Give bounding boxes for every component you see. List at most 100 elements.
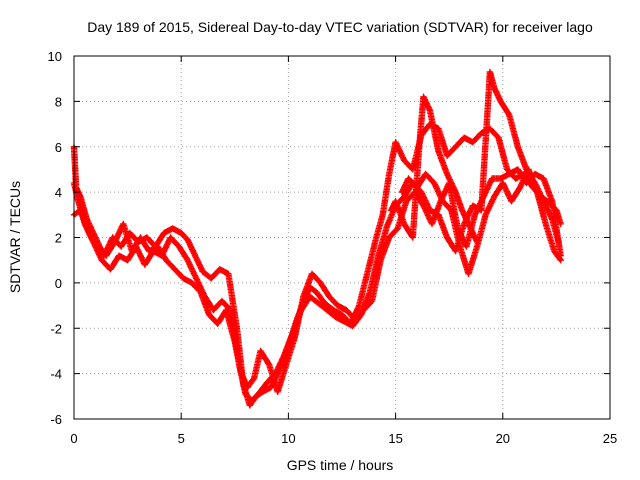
- data-point: [533, 172, 537, 176]
- data-point: [256, 392, 260, 396]
- data-point: [430, 222, 434, 226]
- data-point: [454, 190, 458, 194]
- data-point: [387, 236, 391, 239]
- data-point: [374, 236, 378, 239]
- data-point: [244, 392, 247, 396]
- data-point: [353, 317, 357, 321]
- data-point: [252, 376, 256, 380]
- data-point: [411, 168, 415, 171]
- series-track-4: [388, 93, 481, 246]
- data-point: [169, 236, 172, 239]
- data-point: [145, 236, 149, 239]
- data-point: [379, 258, 382, 262]
- data-point: [194, 276, 198, 280]
- y-tick-label: -6: [50, 412, 62, 427]
- data-point: [284, 363, 288, 366]
- data-point: [460, 208, 464, 212]
- data-point: [121, 222, 125, 226]
- data-point: [220, 299, 224, 303]
- data-point: [199, 290, 202, 294]
- data-point: [192, 251, 196, 255]
- data-point: [317, 301, 320, 305]
- data-point: [265, 381, 269, 385]
- data-point: [514, 177, 518, 180]
- data-point: [327, 295, 331, 298]
- x-tick-label: 0: [70, 431, 77, 446]
- data-point: [362, 308, 365, 312]
- data-point: [449, 208, 453, 212]
- data-point: [462, 222, 466, 226]
- data-point: [207, 313, 211, 317]
- data-point: [437, 149, 440, 153]
- data-point: [314, 290, 318, 294]
- data-point: [407, 177, 410, 180]
- data-point: [507, 113, 511, 117]
- data-point: [128, 231, 132, 235]
- data-point: [293, 335, 297, 339]
- data-point: [209, 276, 213, 280]
- data-point: [396, 227, 400, 230]
- data-point: [404, 199, 408, 203]
- data-point: [467, 272, 470, 276]
- x-tick-label: 20: [496, 431, 510, 446]
- data-point: [211, 308, 215, 312]
- data-point: [482, 195, 485, 199]
- data-point: [276, 390, 280, 394]
- data-point: [402, 195, 406, 199]
- data-point: [381, 213, 385, 217]
- data-point: [370, 299, 374, 303]
- axis-ticks: 0 5 10 15 20 25 -6 -4 -2 0 2 4 6 8 10: [48, 49, 618, 446]
- data-point: [499, 99, 503, 103]
- data-point: [552, 249, 556, 253]
- data-point: [389, 208, 393, 212]
- data-point: [181, 276, 185, 280]
- data-point: [394, 140, 397, 144]
- data-point: [190, 281, 194, 285]
- data-point: [79, 208, 82, 212]
- data-point: [544, 222, 548, 226]
- data-point: [224, 308, 228, 312]
- data-point: [229, 308, 232, 312]
- data-point: [259, 349, 262, 353]
- data-point: [351, 324, 355, 328]
- data-point: [516, 168, 520, 171]
- data-point: [467, 222, 470, 226]
- data-point: [527, 168, 530, 171]
- data-point: [162, 231, 166, 235]
- data-point: [233, 340, 237, 344]
- data-point: [441, 199, 445, 203]
- data-point: [516, 145, 520, 149]
- data-point: [218, 267, 222, 271]
- data-point: [454, 249, 458, 253]
- data-point: [248, 403, 252, 407]
- data-point: [507, 172, 511, 176]
- data-point: [340, 313, 344, 317]
- data-point: [402, 222, 406, 226]
- grid-lines: [74, 56, 610, 419]
- data-point: [458, 245, 462, 248]
- data-point: [479, 131, 483, 135]
- data-point: [368, 290, 372, 294]
- data-point: [269, 385, 273, 389]
- data-point: [250, 399, 254, 403]
- data-point: [216, 322, 220, 326]
- data-point: [422, 204, 425, 208]
- data-point: [432, 181, 436, 185]
- y-tick-label: 8: [55, 94, 62, 109]
- data-point: [501, 181, 505, 185]
- data-point: [310, 272, 314, 276]
- data-point: [177, 245, 181, 248]
- y-tick-label: 2: [55, 231, 62, 246]
- data-point: [173, 267, 177, 271]
- y-tick-label: -4: [50, 367, 62, 382]
- data-point: [109, 267, 112, 271]
- data-point: [332, 308, 335, 312]
- chart-title: Day 189 of 2015, Sidereal Day-to-day VTE…: [87, 19, 593, 35]
- data-point: [119, 245, 123, 248]
- data-point: [104, 254, 108, 258]
- data-point: [143, 263, 147, 267]
- data-point: [509, 199, 513, 203]
- y-tick-label: 6: [55, 140, 62, 155]
- data-point: [424, 172, 428, 176]
